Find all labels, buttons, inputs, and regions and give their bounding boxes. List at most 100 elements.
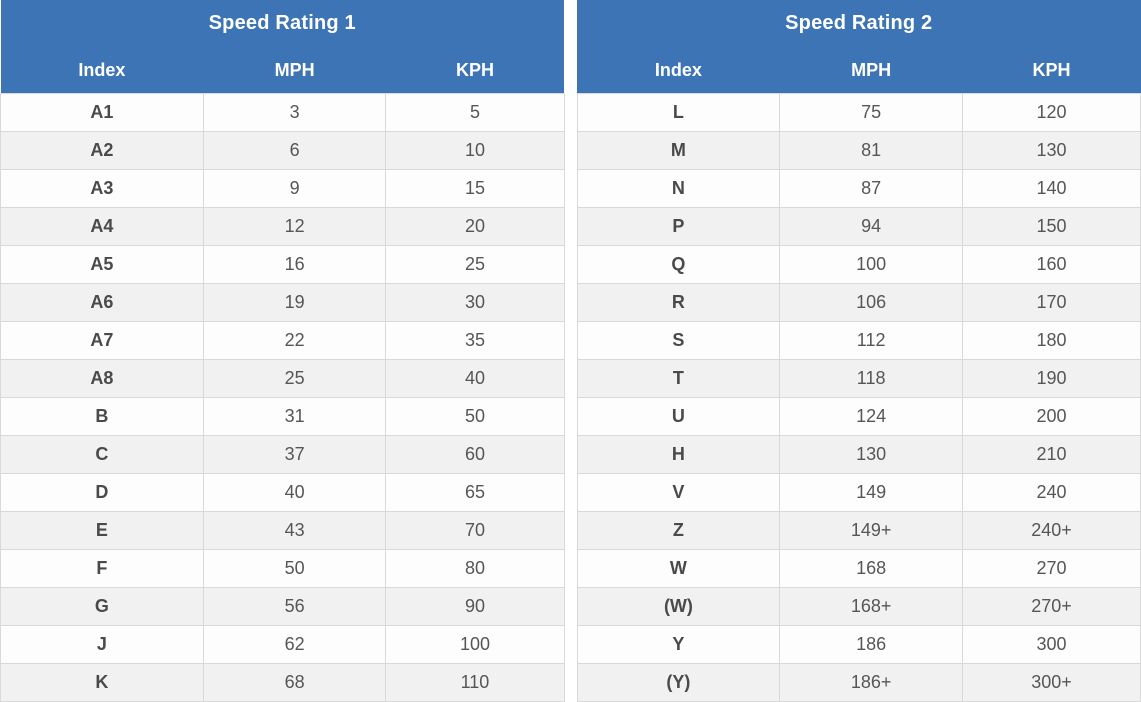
index-cell: R [576,283,781,322]
kph-cell: 300 [961,625,1141,664]
kph-cell: 170 [961,283,1141,322]
speed-rating-1-card: Speed Rating 1 Index MPH KPH A1 3 5 A2 6 10 A3… [0,0,565,702]
table-row: L 75 120 [576,93,1141,132]
index-cell: M [576,131,781,170]
speed-rating-2-table: Speed Rating 2 Index MPH KPH L 75 120 M 81 13… [576,0,1141,702]
index-cell: W [576,549,781,588]
column-header-kph: KPH [962,47,1141,94]
mph-cell: 50 [202,549,387,588]
index-cell: J [0,625,204,664]
mph-cell: 22 [202,321,387,360]
index-cell: A4 [0,207,204,246]
table-row: K 68 110 [0,663,565,702]
table-row: Z 149+ 240+ [576,511,1141,550]
table-row: A6 19 30 [0,283,565,322]
table-row: U 124 200 [576,397,1141,436]
table-row: C 37 60 [0,435,565,474]
table-row: A8 25 40 [0,359,565,398]
kph-cell: 10 [385,131,565,170]
index-cell: A1 [0,93,204,132]
kph-cell: 200 [961,397,1141,436]
kph-cell: 270+ [961,587,1141,626]
column-header-index: Index [0,47,204,94]
mph-cell: 12 [202,207,387,246]
kph-cell: 65 [385,473,565,512]
table-row: G 56 90 [0,587,565,626]
mph-cell: 168+ [779,587,963,626]
table-row: A3 9 15 [0,169,565,208]
index-cell: K [0,663,204,702]
table-body: L 75 120 M 81 130 N 87 140 P 94 150 Q 100 160 R 106 170 S 1… [576,93,1141,702]
column-header-mph: MPH [203,47,386,94]
index-cell: A7 [0,321,204,360]
kph-cell: 270 [961,549,1141,588]
table-row: D 40 65 [0,473,565,512]
index-cell: S [576,321,781,360]
kph-cell: 110 [385,663,565,702]
kph-cell: 120 [961,93,1141,132]
index-cell: G [0,587,204,626]
table-row: Q 100 160 [576,245,1141,284]
table-header: Speed Rating 2 Index MPH KPH [577,0,1141,94]
mph-cell: 31 [202,397,387,436]
kph-cell: 90 [385,587,565,626]
table-row: V 149 240 [576,473,1141,512]
mph-cell: 19 [202,283,387,322]
table-row: Y 186 300 [576,625,1141,664]
table-body: A1 3 5 A2 6 10 A3 9 15 A4 12 20 A5 16 25 A6 19 30 A7 22 35 A8… [0,93,565,702]
mph-cell: 25 [202,359,387,398]
mph-cell: 106 [779,283,963,322]
mph-cell: 43 [202,511,387,550]
table-row: (Y) 186+ 300+ [576,663,1141,702]
kph-cell: 20 [385,207,565,246]
table-row: A4 12 20 [0,207,565,246]
mph-cell: 186+ [779,663,963,702]
mph-cell: 130 [779,435,963,474]
mph-cell: 149+ [779,511,963,550]
index-cell: T [576,359,781,398]
column-header-row: Index MPH KPH [577,47,1141,94]
kph-cell: 60 [385,435,565,474]
index-cell: (W) [576,587,781,626]
mph-cell: 100 [779,245,963,284]
mph-cell: 56 [202,587,387,626]
table-row: P 94 150 [576,207,1141,246]
kph-cell: 15 [385,169,565,208]
index-cell: F [0,549,204,588]
index-cell: C [0,435,204,474]
kph-cell: 240+ [961,511,1141,550]
mph-cell: 87 [779,169,963,208]
kph-cell: 150 [961,207,1141,246]
kph-cell: 180 [961,321,1141,360]
mph-cell: 186 [779,625,963,664]
mph-cell: 68 [202,663,387,702]
mph-cell: 75 [779,93,963,132]
index-cell: A3 [0,169,204,208]
index-cell: D [0,473,204,512]
table-row: B 31 50 [0,397,565,436]
index-cell: A8 [0,359,204,398]
table-title: Speed Rating 2 [577,0,1141,47]
kph-cell: 140 [961,169,1141,208]
kph-cell: 80 [385,549,565,588]
table-title-row: Speed Rating 1 [0,0,564,47]
kph-cell: 300+ [961,663,1141,702]
kph-cell: 240 [961,473,1141,512]
table-title-row: Speed Rating 2 [577,0,1141,47]
kph-cell: 35 [385,321,565,360]
table-row: E 43 70 [0,511,565,550]
mph-cell: 9 [202,169,387,208]
table-row: T 118 190 [576,359,1141,398]
index-cell: A5 [0,245,204,284]
table-row: A5 16 25 [0,245,565,284]
index-cell: P [576,207,781,246]
table-row: F 50 80 [0,549,565,588]
index-cell: H [576,435,781,474]
index-cell: A2 [0,131,204,170]
table-row: A7 22 35 [0,321,565,360]
table-row: A2 6 10 [0,131,565,170]
mph-cell: 16 [202,245,387,284]
index-cell: A6 [0,283,204,322]
column-header-mph: MPH [779,47,963,94]
